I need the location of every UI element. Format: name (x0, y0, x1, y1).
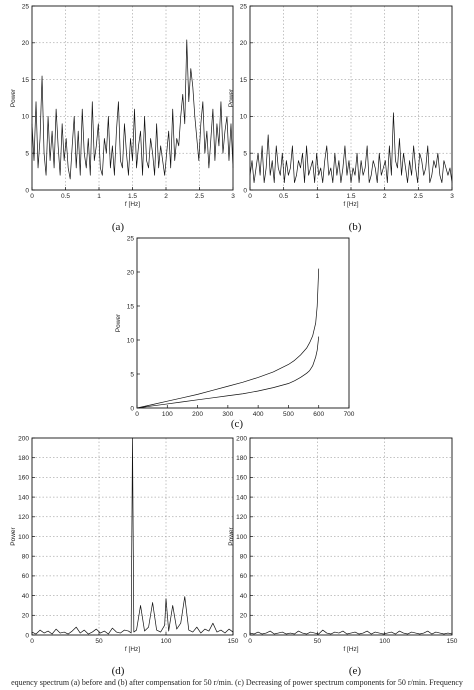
x-tick-label: 0.5 (61, 193, 70, 200)
y-tick-label: 0 (243, 187, 247, 194)
x-tick-label: 400 (253, 411, 264, 418)
y-tick-label: 15 (22, 77, 30, 84)
x-tick-label: 200 (192, 411, 203, 418)
x-tick-label: 1 (97, 193, 101, 200)
x-tick-label: 0.5 (279, 193, 288, 200)
y-tick-label: 200 (236, 435, 247, 442)
y-tick-label: 15 (240, 77, 248, 84)
y-tick-label: 25 (22, 3, 30, 10)
x-tick-label: 500 (283, 411, 294, 418)
panel-label: (c) (231, 418, 244, 430)
y-tick-label: 15 (127, 303, 135, 310)
y-tick-label: 10 (127, 337, 135, 344)
y-tick-label: 180 (18, 455, 29, 462)
series-line-1 (249, 629, 453, 635)
y-tick-label: 5 (130, 371, 134, 378)
panel-label: (d) (112, 665, 125, 677)
y-tick-label: 0 (130, 405, 134, 412)
series-line-1 (31, 39, 234, 180)
y-tick-label: 40 (22, 593, 30, 600)
y-tick-label: 20 (22, 613, 30, 620)
x-tick-label: 600 (313, 411, 324, 418)
series-line-1 (31, 437, 234, 635)
y-tick-label: 20 (127, 269, 135, 276)
y-tick-label: 200 (18, 435, 29, 442)
x-tick-label: 150 (228, 638, 239, 645)
y-tick-label: 100 (18, 534, 29, 541)
y-tick-label: 20 (240, 40, 248, 47)
plot-frame (136, 237, 350, 409)
x-axis-label: f [Hz] (343, 201, 358, 208)
x-axis-label: f [Hz] (343, 646, 358, 653)
y-tick-label: 20 (22, 40, 30, 47)
x-axis-label: f [Hz] (125, 201, 140, 208)
figure-caption: equency spectrum (a) before and (b) afte… (11, 678, 463, 687)
y-tick-label: 80 (22, 554, 30, 561)
x-tick-label: 2.5 (414, 193, 423, 200)
y-tick-label: 0 (243, 632, 247, 639)
y-tick-label: 60 (240, 573, 248, 580)
x-tick-label: 2 (164, 193, 168, 200)
y-tick-label: 180 (236, 455, 247, 462)
x-tick-label: 0 (248, 193, 252, 200)
y-tick-label: 160 (18, 475, 29, 482)
x-tick-label: 0 (135, 411, 139, 418)
chart-a: 0 0.5 1 1.5 2 2.5 3 0 5 10 15 20 25 f [Hz] Power (a) (10, 3, 235, 233)
x-tick-label: 2.5 (195, 193, 204, 200)
y-tick-label: 0 (25, 187, 29, 194)
x-tick-label: 1 (316, 193, 320, 200)
x-tick-label: 1.5 (346, 193, 355, 200)
x-tick-label: 100 (161, 638, 172, 645)
y-tick-label: 140 (236, 494, 247, 501)
chart-c: 0 100 200 300 400 500 600 700 0 5 10 15 20 25 Power (c) (115, 235, 355, 430)
y-tick-label: 5 (243, 151, 247, 158)
y-tick-label: 10 (240, 114, 248, 121)
y-tick-label: 20 (240, 613, 248, 620)
x-tick-label: 50 (314, 638, 322, 645)
x-tick-label: 100 (379, 638, 390, 645)
y-tick-label: 120 (236, 514, 247, 521)
series-line-1 (249, 112, 453, 183)
y-tick-label: 10 (22, 114, 30, 121)
panel-label: (b) (349, 221, 362, 233)
x-tick-label: 150 (447, 638, 458, 645)
y-tick-label: 25 (240, 3, 248, 10)
series-line-1 (136, 268, 320, 409)
y-axis-label: Power (10, 88, 17, 107)
x-tick-label: 100 (162, 411, 173, 418)
y-tick-label: 160 (236, 475, 247, 482)
y-tick-label: 100 (236, 534, 247, 541)
y-axis-label: Power (228, 526, 235, 545)
x-axis-label: f [Hz] (125, 646, 140, 653)
series-line-2 (136, 336, 320, 409)
y-tick-label: 140 (18, 494, 29, 501)
x-tick-label: 0 (248, 638, 252, 645)
y-axis-label: Power (10, 526, 17, 545)
x-tick-label: 300 (222, 411, 233, 418)
x-tick-label: 2 (383, 193, 387, 200)
x-tick-label: 1.5 (128, 193, 137, 200)
panel-label: (a) (112, 221, 125, 233)
x-tick-label: 0 (30, 193, 34, 200)
y-tick-label: 0 (25, 632, 29, 639)
y-axis-label: Power (228, 88, 235, 107)
y-tick-label: 25 (127, 235, 135, 242)
x-tick-label: 700 (344, 411, 355, 418)
chart-b: 0 0.5 1 1.5 2 2.5 3 0 5 10 15 20 25 f [Hz] Power (b) (228, 3, 454, 233)
x-tick-label: 50 (95, 638, 103, 645)
y-tick-label: 120 (18, 514, 29, 521)
y-tick-label: 80 (240, 554, 248, 561)
x-tick-label: 0 (30, 638, 34, 645)
y-tick-label: 5 (25, 151, 29, 158)
panel-label: (e) (349, 665, 362, 677)
y-axis-label: Power (115, 313, 122, 332)
y-tick-label: 60 (22, 573, 30, 580)
x-tick-label: 3 (450, 193, 454, 200)
chart-d: 0 50 100 150 0 20 40 60 80 100 120 140 160 180 200 f [H… (10, 435, 239, 677)
x-tick-label: 3 (231, 193, 235, 200)
chart-e: 0 50 100 150 0 20 40 60 80 100 120 140 160 180 200 f [H… (228, 435, 458, 677)
y-tick-label: 40 (240, 593, 248, 600)
